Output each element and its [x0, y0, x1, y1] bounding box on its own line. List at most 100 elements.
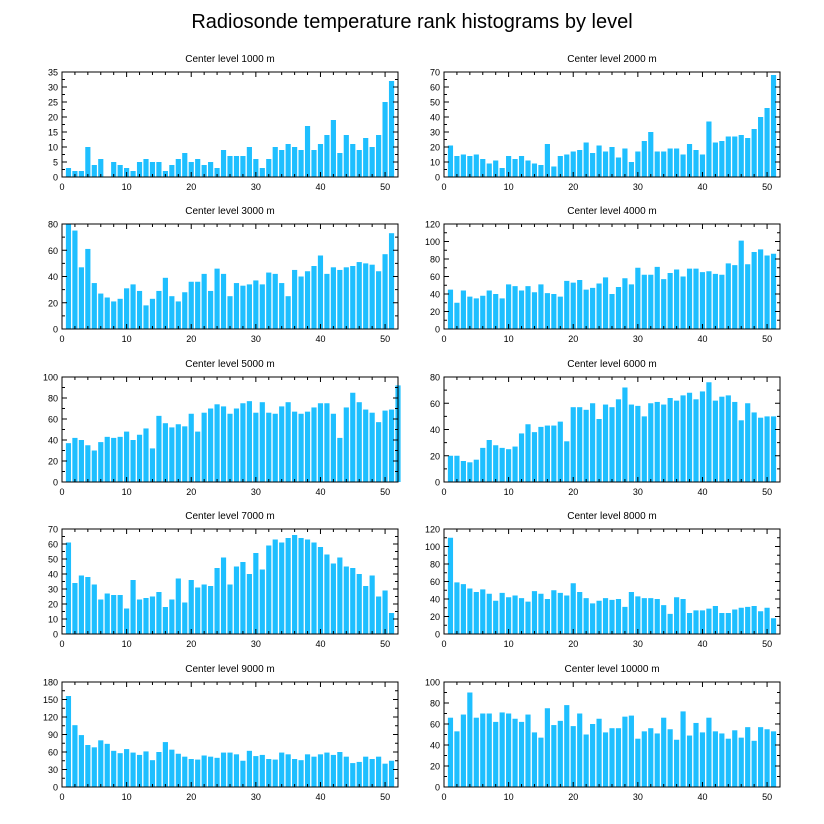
x-tick-label: 40: [315, 334, 325, 344]
x-tick-label: 20: [568, 487, 578, 497]
bar: [130, 440, 136, 482]
x-tick-label: 50: [380, 487, 390, 497]
bar: [738, 737, 744, 787]
panel-title: Center level 6000 m: [567, 359, 657, 370]
bar: [751, 252, 757, 329]
bar: [330, 267, 336, 329]
bar: [233, 283, 240, 329]
bar: [557, 592, 563, 635]
bar: [104, 297, 110, 329]
bar: [311, 266, 317, 329]
bar: [91, 450, 97, 482]
y-tick-label: 0: [53, 478, 58, 488]
bar: [388, 760, 395, 787]
bar: [188, 413, 194, 482]
bar: [182, 426, 188, 482]
bar: [732, 265, 738, 330]
bar: [201, 755, 207, 787]
x-tick-label: 0: [59, 334, 64, 344]
bar: [674, 148, 680, 177]
bar: [751, 606, 757, 634]
bar: [388, 81, 395, 177]
bar: [454, 455, 460, 482]
bar: [388, 233, 395, 329]
y-tick-label: 20: [430, 307, 440, 317]
bar: [506, 449, 512, 482]
x-tick-label: 50: [380, 182, 390, 192]
bar: [356, 574, 362, 634]
bar: [111, 750, 117, 787]
bar: [356, 150, 362, 177]
bar: [317, 403, 324, 482]
bar: [712, 142, 718, 177]
x-tick-label: 10: [122, 792, 132, 802]
y-tick-label: 30: [48, 585, 58, 595]
bar: [363, 409, 369, 482]
bar: [506, 597, 512, 634]
panel-title: Center level 2000 m: [567, 54, 657, 65]
bar: [499, 168, 505, 177]
bar: [162, 607, 168, 634]
bar: [214, 168, 220, 177]
bar: [667, 273, 673, 329]
bar: [324, 752, 330, 787]
bar: [725, 263, 731, 330]
bar: [602, 404, 609, 482]
bar: [732, 730, 738, 787]
x-tick-label: 50: [762, 182, 772, 192]
bar: [143, 428, 149, 482]
bar: [156, 592, 162, 634]
bar: [233, 408, 240, 482]
bar: [343, 566, 349, 634]
panel-title: Center level 3000 m: [185, 206, 275, 217]
bar: [382, 102, 388, 177]
bar: [162, 277, 168, 329]
bar: [195, 587, 201, 634]
bar: [91, 584, 97, 634]
bar: [648, 403, 654, 482]
bar: [156, 290, 162, 329]
bar: [641, 731, 647, 787]
bar: [227, 584, 233, 634]
bar: [770, 416, 777, 483]
bar: [615, 157, 622, 177]
bar: [770, 618, 777, 634]
panel-2: Center level 2000 m 0 10 20 30 40 50 60 70 0 10 20 3…: [430, 54, 781, 192]
x-tick-label: 20: [186, 334, 196, 344]
bar: [447, 455, 454, 482]
bar: [447, 289, 454, 330]
bar: [538, 737, 544, 787]
panel-title: Center level 9000 m: [185, 664, 275, 675]
x-tick-label: 0: [59, 182, 64, 192]
x-tick-label: 40: [315, 182, 325, 192]
bar: [480, 589, 486, 635]
bar: [182, 602, 188, 634]
bar: [285, 754, 291, 787]
bar: [111, 162, 117, 177]
bar: [764, 255, 770, 329]
x-tick-label: 30: [251, 792, 261, 802]
x-tick-label: 0: [59, 487, 64, 497]
bar: [259, 402, 265, 482]
bar: [124, 431, 130, 482]
bar: [220, 752, 227, 787]
bar: [78, 171, 84, 177]
x-tick-label: 0: [441, 334, 446, 344]
bar: [136, 434, 143, 482]
panel-title: Center level 4000 m: [567, 206, 657, 217]
bar: [149, 448, 156, 482]
bar: [564, 441, 570, 482]
y-tick-label: 20: [48, 600, 58, 610]
y-tick-label: 80: [48, 220, 58, 230]
bar: [376, 596, 382, 634]
bar: [583, 289, 589, 330]
bar: [635, 267, 641, 329]
bar: [175, 424, 181, 482]
y-tick-label: 60: [430, 399, 440, 409]
bar: [486, 593, 492, 634]
x-tick-label: 30: [633, 334, 643, 344]
x-tick-label: 10: [504, 334, 514, 344]
bar: [376, 756, 382, 787]
bar: [85, 445, 91, 482]
